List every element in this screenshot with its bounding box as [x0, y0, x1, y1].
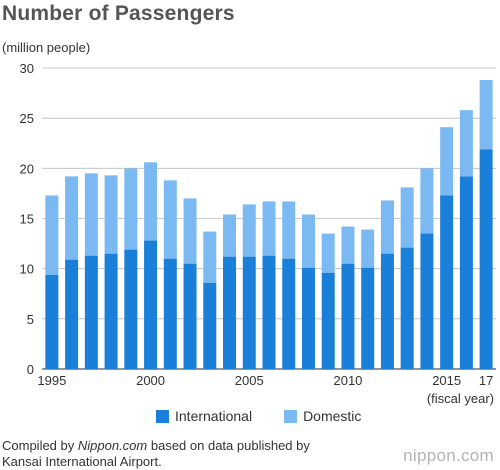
- bar-domestic-1998: [104, 175, 118, 254]
- bar-domestic-2004: [223, 214, 237, 257]
- bar-domestic-2016: [459, 110, 473, 177]
- legend-item-international: International: [156, 408, 252, 424]
- bar-international-2011: [361, 267, 375, 369]
- bar-domestic-2002: [183, 198, 197, 264]
- y-axis-unit-label: (million people): [2, 40, 91, 55]
- source-suffix: based on data published by: [147, 438, 310, 453]
- bar-international-2001: [163, 258, 177, 369]
- legend-label-international: International: [175, 408, 253, 424]
- bar-domestic-2012: [380, 200, 394, 254]
- x-axis-unit-label: (fiscal year): [427, 391, 494, 406]
- bar-domestic-2014: [420, 168, 434, 234]
- x-tick-label: 1995: [37, 373, 66, 388]
- bar-domestic-1996: [65, 176, 79, 260]
- y-tick-label: 5: [27, 312, 34, 327]
- y-tick-label: 20: [20, 161, 34, 176]
- bar-domestic-1999: [124, 168, 138, 250]
- bar-international-2002: [183, 263, 197, 369]
- bar-domestic-1995: [45, 195, 59, 275]
- legend-label-domestic: Domestic: [303, 408, 362, 424]
- bar-international-2017: [479, 149, 493, 369]
- legend-swatch-international: [156, 409, 169, 423]
- x-tick-label: 17: [479, 373, 493, 388]
- x-tick-label: 2010: [333, 373, 362, 388]
- bar-domestic-2015: [440, 127, 454, 196]
- bar-international-2008: [301, 267, 315, 369]
- bar-domestic-2001: [163, 180, 177, 259]
- bar-international-2013: [400, 247, 414, 369]
- y-tick-label: 25: [20, 111, 34, 126]
- bar-domestic-2007: [282, 201, 296, 259]
- bar-domestic-1997: [84, 173, 98, 256]
- x-tick-label: 2015: [432, 373, 461, 388]
- bar-domestic-2013: [400, 187, 414, 248]
- bar-international-2016: [459, 176, 473, 369]
- source-line-2: Kansai International Airport.: [2, 454, 162, 469]
- bar-international-2014: [420, 233, 434, 369]
- bar-international-1998: [104, 253, 118, 369]
- bar-domestic-2010: [341, 226, 355, 264]
- bar-international-2007: [282, 258, 296, 369]
- legend-item-domestic: Domestic: [284, 408, 361, 424]
- bar-domestic-2009: [321, 233, 335, 273]
- bar-domestic-2000: [144, 162, 158, 241]
- x-tick-label: 2005: [235, 373, 264, 388]
- bar-international-2005: [242, 256, 256, 369]
- nippon-logo: nippon.com: [403, 446, 494, 465]
- bar-international-1999: [124, 249, 138, 369]
- bar-domestic-2017: [479, 80, 493, 150]
- bar-international-2012: [380, 253, 394, 369]
- legend-swatch-domestic: [284, 409, 298, 423]
- bar-international-2010: [341, 263, 355, 369]
- bar-domestic-2005: [242, 204, 256, 257]
- x-tick-label: 2000: [136, 373, 165, 388]
- y-tick-label: 0: [27, 362, 34, 377]
- chart-title: Number of Passengers: [2, 2, 235, 25]
- source-note: Compiled by Nippon.com based on data pub…: [2, 438, 310, 470]
- y-tick-label: 10: [20, 262, 34, 277]
- y-tick-label: 30: [20, 61, 34, 76]
- bar-international-1995: [45, 274, 59, 369]
- bar-international-1996: [65, 259, 79, 369]
- bar-international-2006: [262, 255, 276, 369]
- bar-international-2004: [223, 256, 237, 369]
- legend: International Domestic: [156, 408, 393, 424]
- bar-international-2000: [144, 240, 158, 369]
- bar-international-2003: [203, 282, 217, 369]
- y-tick-label: 15: [20, 212, 34, 227]
- source-prefix: Compiled by: [2, 438, 78, 453]
- source-line-1: Compiled by Nippon.com based on data pub…: [2, 438, 310, 454]
- bar-domestic-2011: [361, 229, 375, 268]
- bar-international-1997: [84, 255, 98, 369]
- bar-international-2009: [321, 272, 335, 369]
- bar-domestic-2003: [203, 231, 217, 283]
- bar-domestic-2006: [262, 201, 276, 256]
- bar-domestic-2008: [301, 214, 315, 268]
- bar-international-2015: [440, 195, 454, 369]
- source-site: Nippon.com: [77, 438, 148, 453]
